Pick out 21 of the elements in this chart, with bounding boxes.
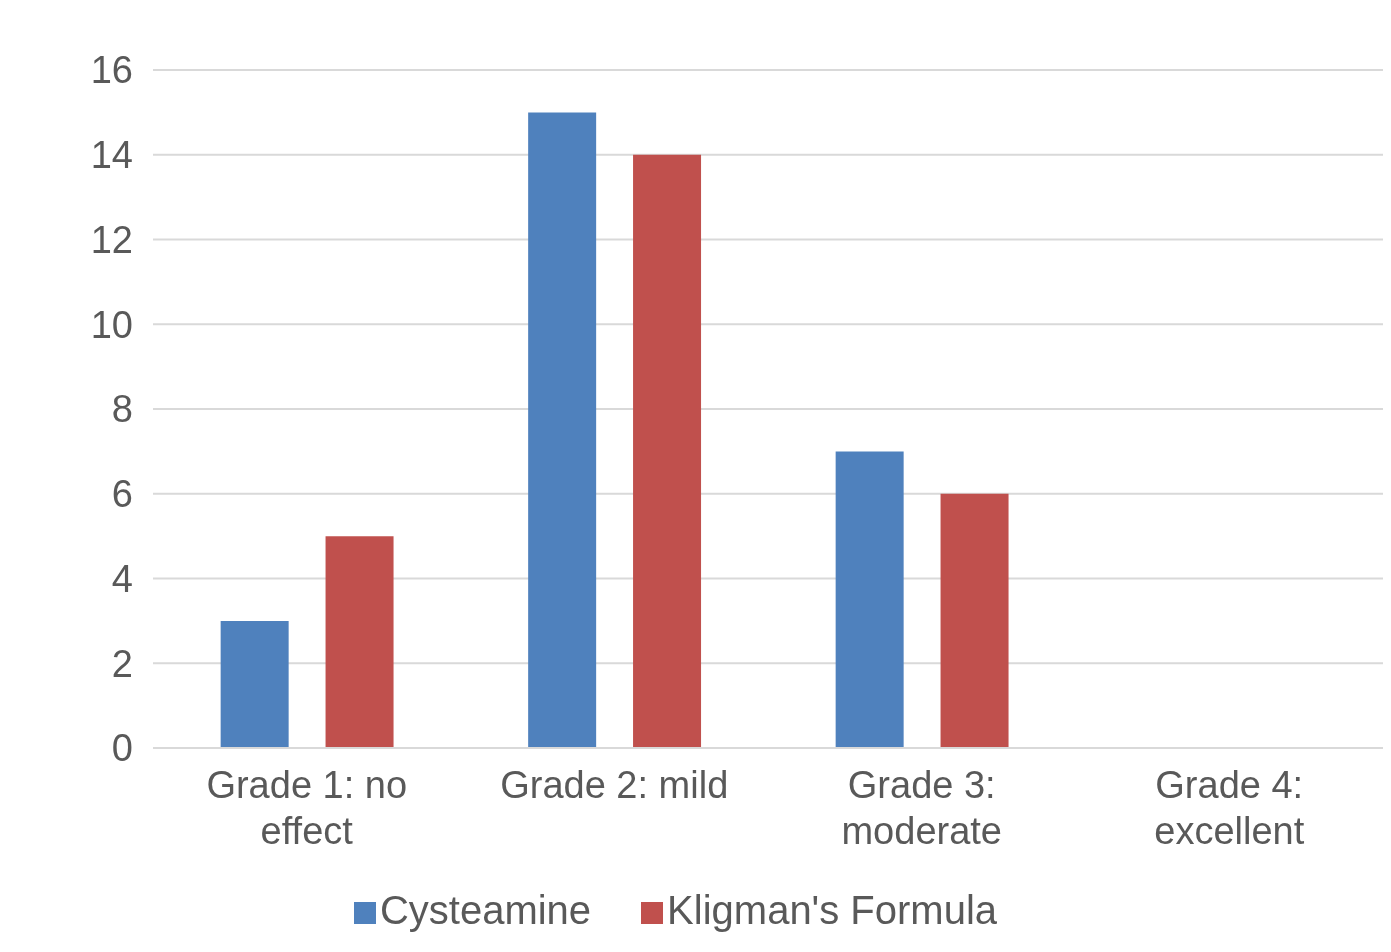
x-tick-label: Grade 3: moderate [840, 763, 1003, 854]
bar [633, 154, 702, 748]
y-tick-label: 10 [90, 303, 133, 346]
x-tick-label: Grade 4: excellent [1153, 763, 1306, 854]
legend-label: Cysteamine [379, 888, 592, 932]
y-tick-label: 6 [111, 473, 133, 516]
legend-label: Kligman's Formula [667, 888, 998, 932]
x-tick-label: Grade 1: no effect [205, 763, 409, 854]
bar [528, 112, 597, 748]
y-tick-label: 12 [90, 218, 133, 261]
y-tick-label: 2 [111, 642, 133, 685]
y-tick-label: 0 [111, 727, 133, 770]
y-tick-label: 14 [90, 134, 133, 177]
bar [325, 536, 394, 748]
y-tick-label: 4 [111, 557, 133, 600]
y-tick-label: 16 [90, 49, 133, 92]
y-tick-label: 8 [111, 388, 133, 431]
bar [220, 620, 289, 748]
x-tick-label: Grade 2: mild [499, 763, 730, 808]
bar [940, 493, 1009, 748]
bar [835, 451, 904, 748]
